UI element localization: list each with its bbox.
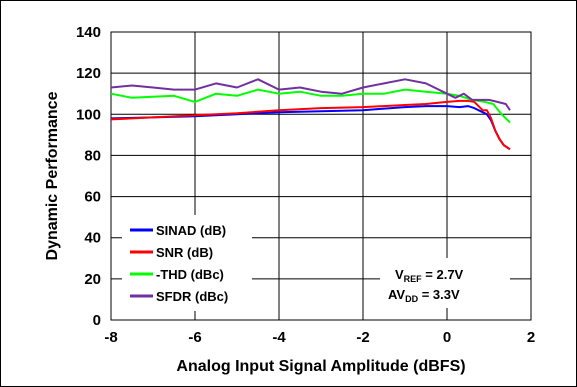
series-lines <box>110 78 511 151</box>
y-tick-labels: 0 20 40 60 80 100 120 140 <box>76 24 101 329</box>
x-tick-label: -6 <box>188 329 201 346</box>
x-tick-labels: -8 -6 -4 -2 0 2 <box>104 329 535 346</box>
series-line <box>110 78 511 111</box>
x-tick-label: 2 <box>527 329 535 346</box>
y-axis-label: Dynamic Performance <box>44 91 61 260</box>
y-tick-label: 40 <box>84 230 101 247</box>
series-line <box>110 99 511 151</box>
x-axis-label: Analog Input Signal Amplitude (dBFS) <box>176 358 465 375</box>
legend: SINAD (dB) SNR (dB) -THD (dBc) SFDR (dBc) <box>130 223 228 304</box>
y-tick-label: 20 <box>84 271 101 288</box>
x-tick-label: -2 <box>356 329 369 346</box>
x-tick-label: 0 <box>443 329 451 346</box>
avdd-annotation: AVDD = 3.3V <box>388 287 460 304</box>
legend-label: SINAD (dB) <box>156 223 226 238</box>
y-tick-label: 140 <box>76 24 101 41</box>
series-line <box>110 105 511 151</box>
legend-label: -THD (dBc) <box>156 267 224 282</box>
vref-annotation: VREF = 2.7V <box>395 267 464 284</box>
x-tick-label: -8 <box>104 329 117 346</box>
y-tick-label: 0 <box>93 312 101 329</box>
y-tick-label: 80 <box>84 147 101 164</box>
y-tick-label: 60 <box>84 189 101 206</box>
x-tick-label: -4 <box>272 329 286 346</box>
annotation-box <box>380 258 510 308</box>
y-tick-label: 120 <box>76 65 101 82</box>
plot-area-border <box>110 31 532 321</box>
legend-label: SFDR (dBc) <box>156 289 228 304</box>
legend-label: SNR (dB) <box>156 245 213 260</box>
y-tick-label: 100 <box>76 106 101 123</box>
